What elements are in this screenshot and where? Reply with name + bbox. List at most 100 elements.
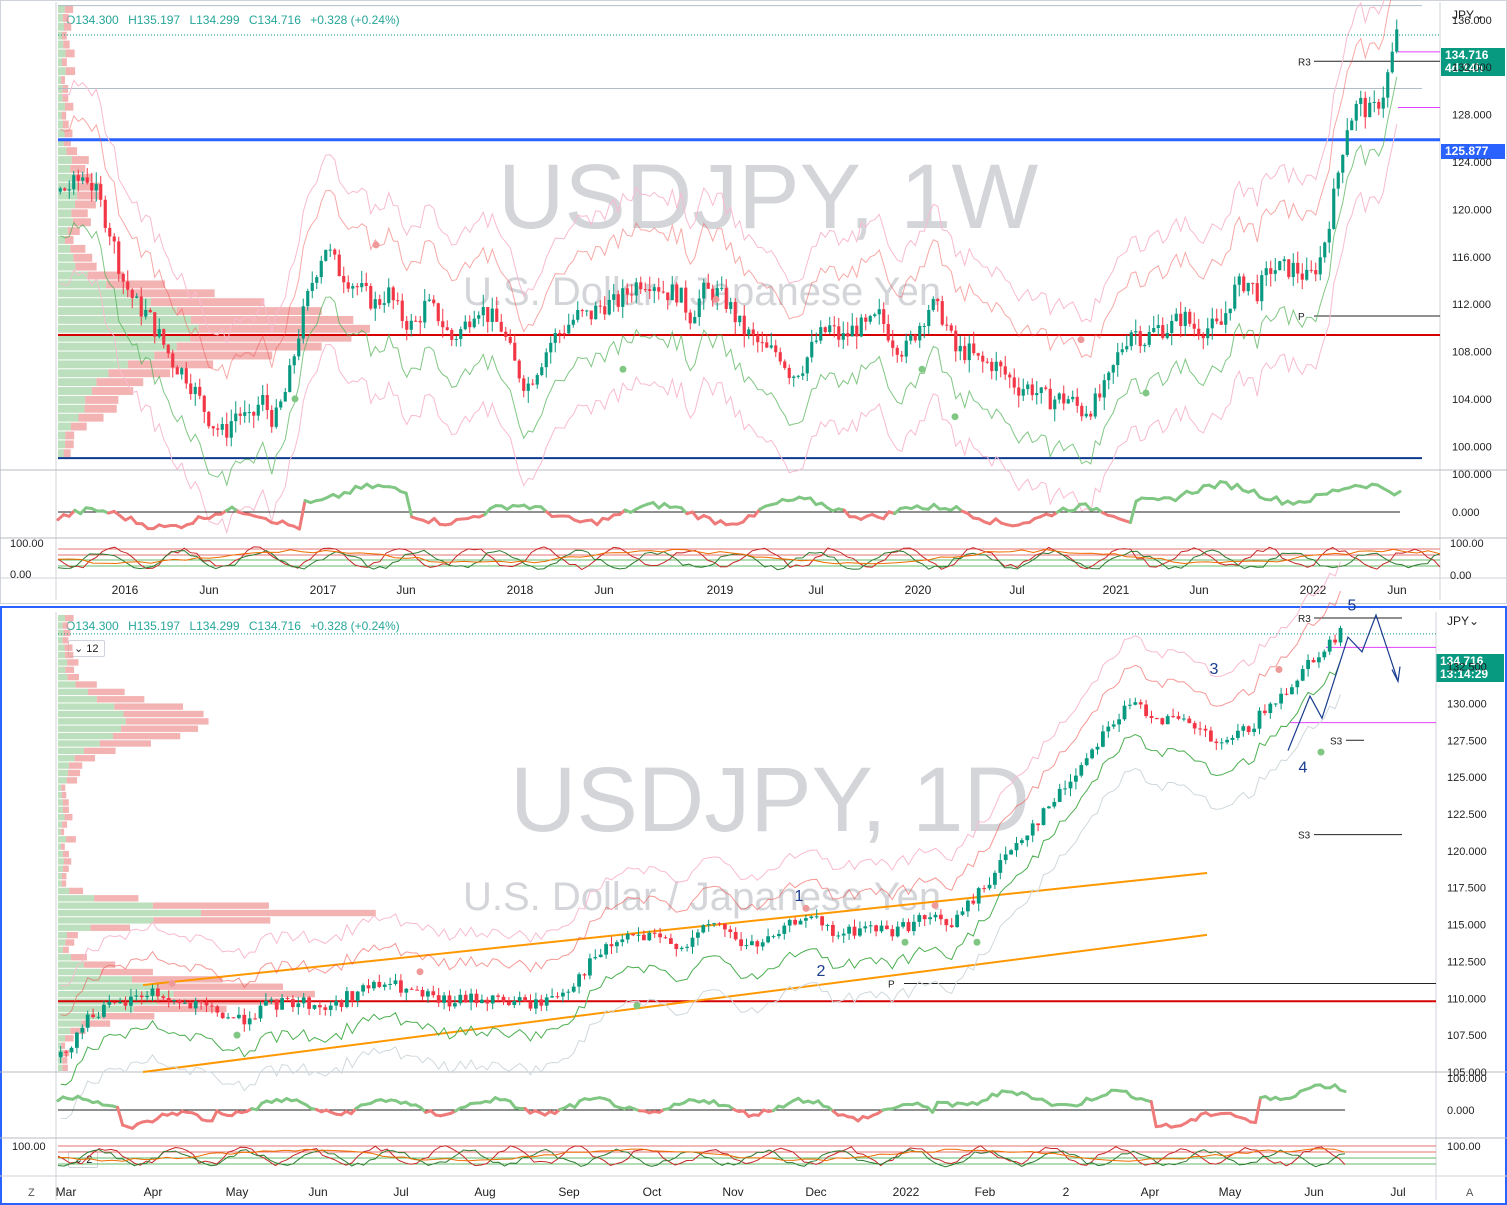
- daily-candle: [847, 926, 851, 934]
- daily-vp-buy: [58, 666, 66, 673]
- daily-candle: [1279, 693, 1283, 704]
- daily-vp-buy: [58, 983, 160, 990]
- daily-vp-buy: [58, 644, 65, 651]
- weekly-vp-sell: [77, 191, 101, 200]
- daily-vp-buy: [58, 688, 88, 696]
- daily-vp-sell: [121, 725, 199, 732]
- daily-vp-sell: [62, 622, 69, 629]
- weekly-candle: [846, 333, 850, 337]
- daily-candle: [409, 988, 414, 990]
- weekly-candle: [648, 289, 652, 292]
- daily-candle: [1036, 823, 1040, 826]
- weekly-candle: [472, 318, 476, 328]
- weekly-candle: [1314, 270, 1318, 275]
- daily-vp-buy: [58, 806, 63, 814]
- daily-candle: [1144, 704, 1148, 717]
- daily-time-tick: Jun: [1304, 1185, 1323, 1199]
- daily-vp-buy: [58, 725, 122, 732]
- daily-vp-buy: [58, 777, 67, 784]
- weekly-candle: [913, 335, 917, 341]
- weekly-vp-sell: [71, 156, 89, 164]
- weekly-vp-sell: [65, 236, 74, 244]
- daily-price-tick: 130.000: [1447, 698, 1487, 710]
- daily-candle: [496, 995, 500, 997]
- weekly-band-lower: [60, 124, 1398, 535]
- daily-indicator-collapse-button[interactable]: ⌄ 12: [68, 640, 105, 657]
- weekly-vp-sell: [75, 200, 96, 209]
- weekly-vp-buy: [58, 422, 71, 431]
- weekly-candle: [418, 320, 422, 323]
- weekly-vp-buy: [58, 31, 62, 40]
- daily-vp-sell: [64, 644, 73, 651]
- weekly-vp-buy: [58, 102, 65, 111]
- weekly-vp-buy: [58, 342, 177, 351]
- daily-time-tick: Nov: [722, 1185, 743, 1199]
- weekly-candle: [1156, 325, 1160, 329]
- weekly-candle: [252, 412, 256, 416]
- daily-vp-buy: [58, 769, 68, 777]
- daily-vp-sell: [153, 917, 271, 924]
- daily-vp-sell: [71, 954, 87, 961]
- weekly-vp-buy: [58, 395, 86, 404]
- weekly-vp-buy: [58, 262, 76, 271]
- weekly-candle: [58, 188, 62, 192]
- weekly-candle: [1363, 97, 1367, 118]
- daily-price-tick: 120.000: [1447, 846, 1487, 858]
- daily-candle: [1306, 659, 1310, 670]
- daily-candle: [647, 932, 652, 941]
- daily-vp-buy: [58, 909, 202, 917]
- daily-vp-sell: [152, 902, 269, 909]
- weekly-vp-sell: [61, 58, 67, 67]
- weekly-osc1-segment: [1274, 495, 1284, 506]
- daily-candle: [863, 926, 868, 929]
- weekly-osc2-line: [57, 548, 1441, 565]
- daily-candle: [399, 980, 403, 993]
- weekly-candle: [468, 321, 472, 328]
- daily-candle: [442, 995, 446, 1003]
- daily-signal-dot: [168, 980, 176, 988]
- daily-currency-selector[interactable]: JPY⌄: [1447, 614, 1480, 628]
- weekly-candle: [1296, 262, 1300, 274]
- weekly-candle: [765, 342, 769, 348]
- daily-candle: [388, 983, 392, 985]
- weekly-vp-sell: [67, 227, 80, 236]
- daily-trailing-stop-green: [60, 660, 1341, 1086]
- daily-wave-label-3: 3: [1210, 661, 1219, 678]
- weekly-candle: [729, 302, 733, 309]
- weekly-candle: [1390, 51, 1394, 73]
- weekly-candle: [292, 356, 296, 366]
- weekly-candle: [535, 374, 539, 385]
- daily-candle: [355, 991, 360, 1002]
- weekly-vp-buy: [58, 182, 78, 191]
- daily-vp-buy: [58, 710, 124, 718]
- daily-chart-panel[interactable]: [0, 606, 1507, 1205]
- weekly-vp-buy: [58, 156, 72, 164]
- weekly-candle: [207, 411, 211, 427]
- weekly-vp-buy: [58, 58, 62, 67]
- daily-vp-buy: [58, 976, 132, 983]
- daily-candle: [161, 996, 166, 998]
- weekly-candle: [621, 288, 625, 307]
- weekly-candle: [702, 282, 706, 299]
- weekly-vp-sell: [96, 378, 144, 387]
- weekly-currency-selector[interactable]: JPY⌄: [1452, 8, 1485, 22]
- weekly-candle: [67, 189, 71, 191]
- weekly-candle: [189, 383, 193, 395]
- daily-candle: [1079, 765, 1084, 776]
- weekly-vp-sell: [78, 413, 104, 422]
- auto-scale-button[interactable]: A: [1466, 1187, 1474, 1199]
- weekly-vp-sell: [127, 360, 214, 369]
- chevron-down-icon: ⌄: [74, 643, 87, 655]
- daily-price-tick: 132.500: [1447, 662, 1487, 674]
- daily-signal-dot: [1275, 666, 1283, 674]
- weekly-candle: [175, 367, 179, 375]
- weekly-candle: [1012, 377, 1016, 388]
- weekly-candle: [1372, 101, 1376, 103]
- daily-candle: [215, 1006, 220, 1013]
- zoom-icon[interactable]: Z: [28, 1187, 35, 1199]
- weekly-candle: [769, 345, 773, 348]
- daily-candle: [885, 925, 889, 930]
- daily-candle: [415, 989, 419, 991]
- daily-candle: [544, 997, 549, 1006]
